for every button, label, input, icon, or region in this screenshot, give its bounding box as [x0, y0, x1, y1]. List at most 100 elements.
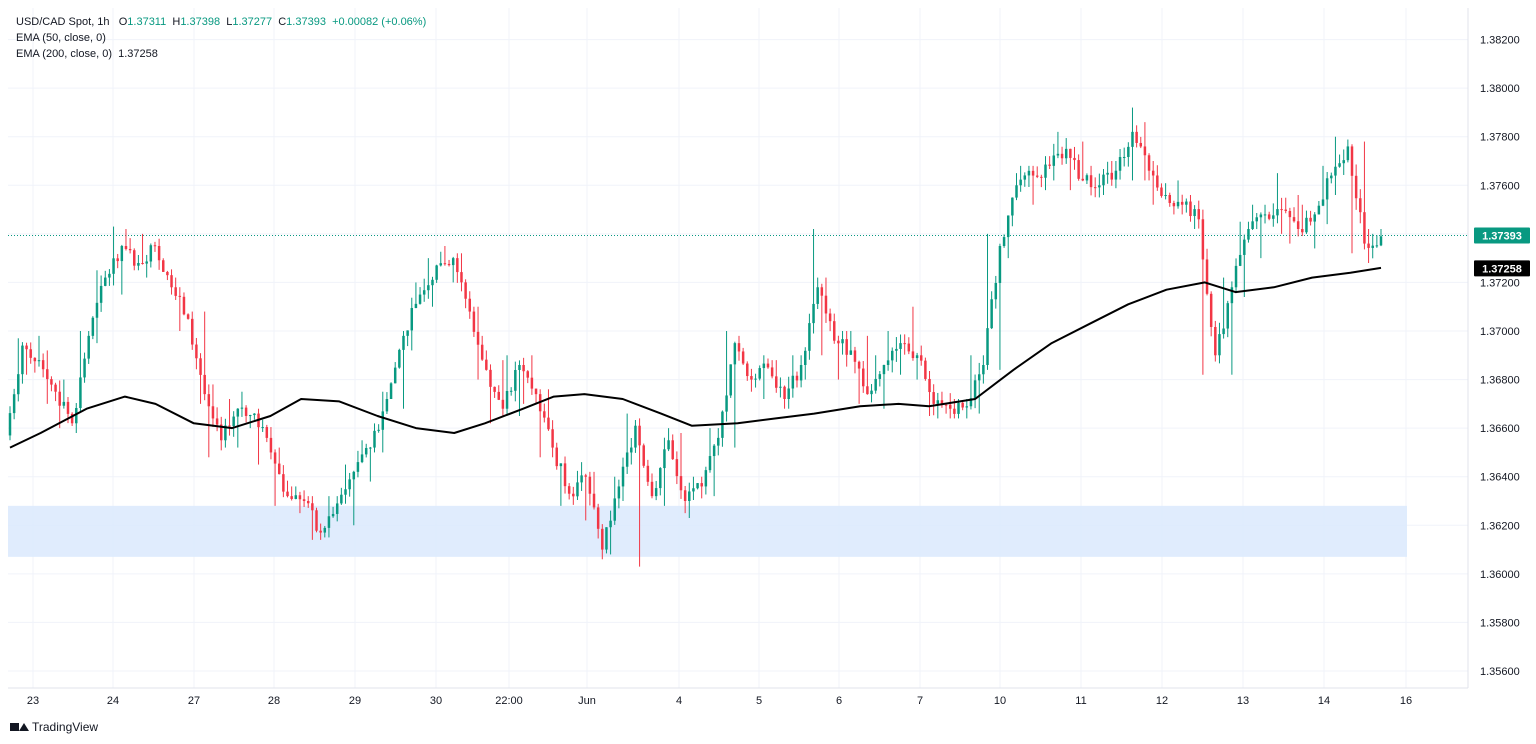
- candle-body: [874, 378, 877, 391]
- candle-body: [878, 374, 882, 379]
- candle-body: [1015, 185, 1018, 198]
- candle-body: [1102, 174, 1105, 186]
- candle-body: [435, 265, 438, 280]
- candle-body: [1334, 166, 1337, 176]
- candle-body: [79, 377, 82, 409]
- candle-body: [891, 350, 894, 361]
- candle-body: [555, 447, 558, 467]
- candle-body: [166, 271, 169, 276]
- candle-body: [940, 400, 944, 405]
- candle-body: [12, 394, 16, 414]
- candle-body: [824, 295, 828, 314]
- candle-body: [298, 495, 302, 500]
- candle-body: [514, 370, 517, 391]
- ema50-row[interactable]: EMA (50, close, 0): [16, 30, 426, 46]
- candle-body: [66, 401, 70, 414]
- candle-body: [857, 361, 861, 369]
- candle-body: [915, 355, 919, 359]
- candle-body: [327, 516, 331, 528]
- y-tick-label: 1.38200: [1480, 35, 1520, 47]
- candle-body: [46, 369, 49, 380]
- candle-body: [663, 449, 666, 469]
- candle-body: [472, 311, 476, 332]
- candle-body: [704, 470, 708, 487]
- x-tick-label: 23: [27, 695, 39, 707]
- candle-body: [1338, 163, 1341, 167]
- ema200-value: 1.37258: [118, 48, 158, 60]
- candle-body: [1251, 221, 1254, 229]
- candle-body: [543, 411, 546, 418]
- candle-body: [725, 395, 728, 412]
- candle-body: [70, 413, 74, 424]
- candle-body: [613, 498, 616, 521]
- candle-body: [737, 343, 741, 352]
- candle-body: [373, 430, 376, 448]
- candle-body: [990, 299, 993, 329]
- candle-body: [1321, 199, 1325, 206]
- candle-body: [54, 384, 57, 392]
- candle-body: [630, 447, 633, 453]
- candle-body: [605, 527, 608, 550]
- y-tick-label: 1.36600: [1480, 423, 1520, 435]
- candle-body: [248, 415, 252, 417]
- candle-body: [1118, 157, 1122, 171]
- candle-body: [1147, 155, 1151, 171]
- candle-body: [957, 402, 960, 414]
- candle-body: [1214, 326, 1217, 356]
- candle-body: [215, 418, 219, 425]
- candle-body: [982, 365, 985, 375]
- chart-legend: USD/CAD Spot, 1h O1.37311 H1.37398 L1.37…: [16, 14, 426, 62]
- candle-body: [8, 413, 12, 436]
- candle-body: [791, 375, 795, 389]
- candle-body: [708, 456, 712, 471]
- low-value: 1.37277: [232, 16, 273, 28]
- candle-body: [1189, 201, 1192, 217]
- candle-body: [219, 424, 223, 441]
- candle-body: [1243, 239, 1246, 255]
- x-tick-label: 7: [917, 695, 923, 707]
- candle-body: [439, 263, 443, 266]
- candle-body: [1350, 146, 1354, 176]
- ema200-row[interactable]: EMA (200, close, 0) 1.37258: [16, 46, 426, 62]
- candle-body: [1156, 175, 1159, 188]
- candle-body: [642, 445, 645, 466]
- x-tick-label: 30: [430, 695, 442, 707]
- candle-body: [1052, 155, 1056, 166]
- candle-body: [907, 343, 911, 352]
- candle-body: [559, 463, 563, 467]
- candle-body: [733, 343, 737, 365]
- candle-body: [1205, 259, 1209, 294]
- candle-body: [480, 344, 484, 360]
- candle-body: [41, 360, 45, 370]
- candle-body: [1019, 179, 1022, 186]
- candle-body: [306, 501, 310, 504]
- candle-body: [128, 248, 132, 251]
- candle-body: [1006, 215, 1010, 238]
- x-tick-label: 4: [676, 695, 682, 707]
- candle-body: [460, 272, 463, 283]
- candle-body: [1259, 214, 1263, 218]
- candle-body: [534, 388, 538, 395]
- symbol-label[interactable]: USD/CAD Spot, 1h: [16, 16, 110, 28]
- candle-body: [899, 343, 902, 349]
- candle-body: [1185, 201, 1188, 205]
- x-tick-label: 24: [107, 695, 119, 707]
- close-label: C: [278, 16, 287, 28]
- candle-body: [675, 459, 679, 477]
- candle-body: [667, 440, 670, 450]
- x-tick-label: 27: [188, 695, 200, 707]
- candle-body: [617, 486, 621, 499]
- candle-body: [319, 530, 322, 533]
- candle-body: [311, 503, 314, 511]
- candle-body: [149, 245, 153, 262]
- candle-body: [1247, 229, 1250, 240]
- tradingview-branding[interactable]: TradingView: [10, 720, 98, 734]
- candle-body: [650, 481, 654, 497]
- candle-body: [352, 471, 356, 480]
- candle-body: [1180, 201, 1184, 205]
- candle-body: [1172, 202, 1176, 207]
- candle-body: [1226, 303, 1229, 329]
- candle-body: [385, 399, 389, 412]
